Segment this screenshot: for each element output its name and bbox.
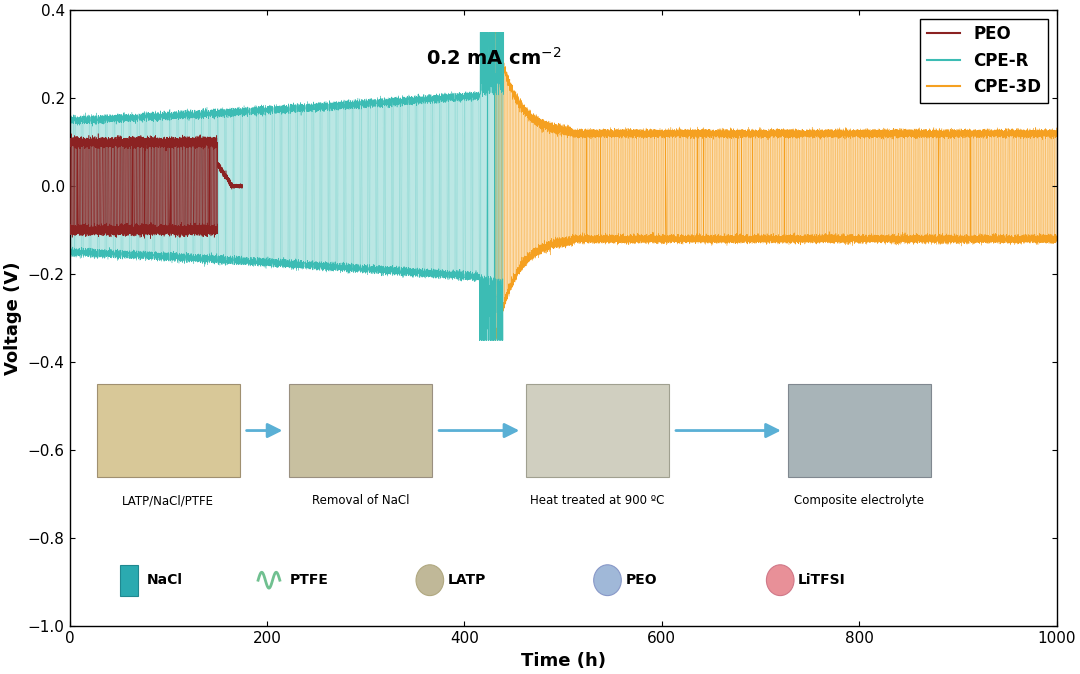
Legend: PEO, CPE-R, CPE-3D: PEO, CPE-R, CPE-3D	[920, 18, 1049, 102]
Text: Removal of NaCl: Removal of NaCl	[312, 494, 409, 508]
FancyBboxPatch shape	[787, 384, 931, 477]
Text: Heat treated at 900 ºC: Heat treated at 900 ºC	[530, 494, 665, 508]
Text: 0.2 mA cm$^{-2}$: 0.2 mA cm$^{-2}$	[427, 47, 562, 69]
X-axis label: Time (h): Time (h)	[521, 652, 606, 670]
Y-axis label: Voltage (V): Voltage (V)	[4, 262, 23, 375]
Text: LATP/NaCl/PTFE: LATP/NaCl/PTFE	[122, 494, 214, 508]
FancyBboxPatch shape	[526, 384, 670, 477]
Ellipse shape	[767, 565, 794, 596]
FancyBboxPatch shape	[289, 384, 432, 477]
Ellipse shape	[594, 565, 621, 596]
Text: LiTFSI: LiTFSI	[798, 573, 846, 587]
Text: Composite electrolyte: Composite electrolyte	[794, 494, 924, 508]
Text: LATP: LATP	[447, 573, 486, 587]
Text: PEO: PEO	[625, 573, 657, 587]
FancyBboxPatch shape	[97, 384, 240, 477]
FancyBboxPatch shape	[120, 565, 137, 596]
Ellipse shape	[416, 565, 444, 596]
Text: PTFE: PTFE	[289, 573, 328, 587]
Text: NaCl: NaCl	[147, 573, 183, 587]
